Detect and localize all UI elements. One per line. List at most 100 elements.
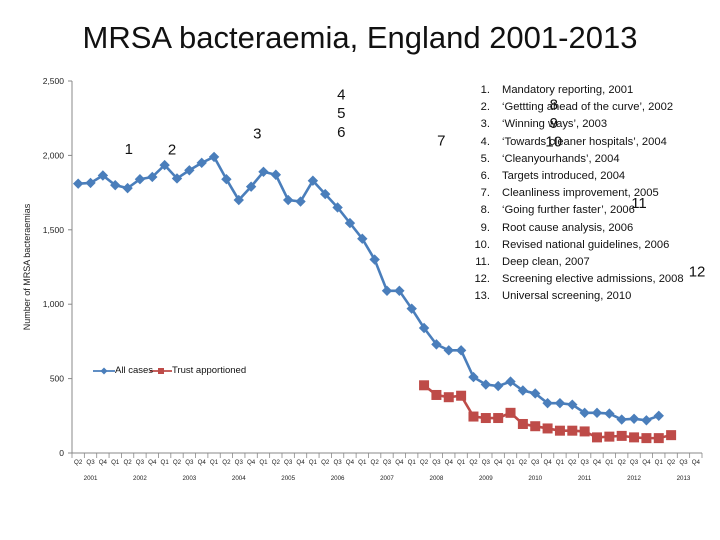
annotation-number: 2 bbox=[168, 142, 176, 159]
x-tick-label-quarter: Q4 bbox=[543, 459, 552, 466]
data-point-trust-apportioned bbox=[579, 426, 590, 437]
x-tick-label-quarter: Q2 bbox=[618, 459, 627, 466]
data-point-trust-apportioned bbox=[616, 430, 627, 441]
note-text: ‘Winning ways’, 2003 bbox=[502, 118, 608, 131]
data-point-trust-apportioned bbox=[431, 389, 442, 400]
chart-title: MRSA bacteraemia, England 2001-2013 bbox=[82, 20, 638, 55]
x-tick-label-year: 2010 bbox=[528, 475, 542, 482]
data-point-all-cases bbox=[357, 233, 368, 244]
data-point-all-cases bbox=[171, 173, 183, 184]
data-point-trust-apportioned bbox=[666, 430, 677, 441]
data-point-all-cases bbox=[295, 196, 306, 207]
data-point-all-cases bbox=[604, 408, 615, 419]
y-tick-label: 0 bbox=[59, 448, 64, 458]
data-point-all-cases bbox=[406, 303, 417, 314]
y-tick-label: 1,000 bbox=[43, 299, 65, 309]
intervention-notes-list: 1. Mandatory reporting, 2001 2. ‘Gettting a… bbox=[466, 82, 684, 305]
data-point-trust-apportioned bbox=[517, 418, 528, 429]
data-point-all-cases bbox=[320, 188, 331, 200]
chart-series bbox=[72, 151, 677, 444]
x-tick-label-quarter: Q1 bbox=[161, 459, 170, 466]
annotation-number: 3 bbox=[253, 125, 261, 142]
x-tick-label-quarter: Q4 bbox=[692, 459, 701, 466]
x-tick-label-quarter: Q2 bbox=[469, 459, 478, 466]
y-tick-label: 1,500 bbox=[43, 225, 65, 235]
x-tick-label-year: 2001 bbox=[84, 475, 98, 482]
data-point-all-cases bbox=[616, 414, 627, 425]
x-tick-label-quarter: Q1 bbox=[506, 459, 515, 466]
data-point-trust-apportioned bbox=[443, 392, 454, 403]
x-tick-label-quarter: Q2 bbox=[667, 459, 676, 466]
x-tick-label-quarter: Q2 bbox=[173, 459, 182, 466]
annotation-number: 7 bbox=[437, 133, 445, 150]
data-point-all-cases bbox=[480, 379, 492, 390]
data-point-all-cases bbox=[159, 159, 170, 171]
data-point-all-cases bbox=[147, 171, 158, 183]
x-tick-label-quarter: Q4 bbox=[198, 459, 207, 466]
note-text: Mandatory reporting, 2001 bbox=[502, 84, 634, 96]
y-tick-label: 2,000 bbox=[43, 150, 65, 160]
chart-legend bbox=[93, 367, 172, 375]
x-tick-label-quarter: Q1 bbox=[111, 459, 120, 466]
x-tick-label-year: 2011 bbox=[578, 475, 592, 482]
x-tick-label-quarter: Q3 bbox=[185, 459, 194, 466]
x-tick-label-quarter: Q2 bbox=[321, 459, 330, 466]
x-tick-label-quarter: Q2 bbox=[272, 459, 281, 466]
note-number: 11. bbox=[475, 255, 490, 268]
note-number: 8. bbox=[480, 204, 490, 217]
data-point-all-cases bbox=[72, 178, 84, 189]
data-point-all-cases bbox=[208, 151, 220, 163]
x-tick-label-year: 2013 bbox=[677, 475, 691, 482]
note-text: Targets introduced, 2004 bbox=[502, 169, 626, 182]
x-tick-label-year: 2008 bbox=[430, 475, 444, 482]
chart-annotations: 12345678910111213 bbox=[125, 87, 706, 281]
x-tick-label-quarter: Q3 bbox=[630, 459, 639, 466]
x-tick-label-quarter: Q3 bbox=[679, 459, 688, 466]
note-text: ‘Towards cleaner hospitals’, 2004 bbox=[502, 135, 667, 148]
note-item: 5. ‘Cleanyourhands’, 2004 bbox=[466, 151, 684, 168]
data-point-all-cases bbox=[517, 385, 529, 396]
data-point-all-cases bbox=[282, 194, 294, 206]
note-number: 5. bbox=[480, 152, 490, 165]
x-tick-label-quarter: Q4 bbox=[99, 459, 108, 466]
note-item: 9. Root cause analysis, 2006 bbox=[466, 220, 684, 237]
x-tick-label-year: 2003 bbox=[182, 475, 196, 482]
data-point-all-cases bbox=[258, 166, 269, 177]
data-point-trust-apportioned bbox=[604, 431, 615, 442]
x-tick-label-quarter: Q2 bbox=[519, 459, 528, 466]
data-point-all-cases bbox=[184, 165, 195, 176]
data-point-all-cases bbox=[591, 407, 603, 419]
annotation-number: 8 bbox=[550, 96, 558, 113]
data-point-trust-apportioned bbox=[641, 433, 652, 444]
data-point-all-cases bbox=[110, 179, 121, 191]
data-point-all-cases bbox=[641, 415, 652, 426]
annotation-number: 11 bbox=[631, 195, 647, 212]
data-point-all-cases bbox=[542, 397, 553, 409]
data-point-all-cases bbox=[134, 174, 146, 185]
note-item: 1. Mandatory reporting, 2001 bbox=[466, 82, 684, 99]
note-text: ‘Gettting ahead of the curve’, 2002 bbox=[502, 101, 674, 114]
x-tick-label-quarter: Q1 bbox=[655, 459, 664, 466]
data-point-all-cases bbox=[122, 182, 133, 194]
note-item: 8. ‘Going further faster’, 2006 bbox=[466, 202, 684, 219]
note-text: ‘Going further faster’, 2006 bbox=[502, 204, 635, 217]
x-tick-label-quarter: Q2 bbox=[420, 459, 429, 466]
x-tick-label-year: 2006 bbox=[331, 475, 345, 482]
data-point-trust-apportioned bbox=[480, 413, 491, 424]
note-item: 12. Screening elective admissions, 2008 bbox=[466, 271, 684, 288]
x-tick-label-quarter: Q4 bbox=[395, 459, 404, 466]
note-item: 10. Revised national guidelines, 2006 bbox=[466, 237, 684, 254]
data-point-all-cases bbox=[567, 399, 578, 410]
x-tick-label-quarter: Q3 bbox=[482, 459, 491, 466]
x-tick-label-quarter: Q3 bbox=[235, 459, 244, 466]
data-point-all-cases bbox=[196, 157, 207, 169]
data-point-trust-apportioned bbox=[567, 425, 578, 436]
note-text: Universal screening, 2010 bbox=[502, 290, 632, 303]
data-point-all-cases bbox=[468, 371, 479, 383]
note-number: 7. bbox=[480, 187, 490, 200]
note-item: 7. Cleanliness improvement, 2005 bbox=[466, 185, 684, 202]
note-text: Screening elective admissions, 2008 bbox=[502, 273, 684, 286]
data-point-trust-apportioned bbox=[456, 390, 467, 401]
x-tick-label-quarter: Q4 bbox=[642, 459, 651, 466]
data-point-trust-apportioned bbox=[505, 407, 516, 418]
